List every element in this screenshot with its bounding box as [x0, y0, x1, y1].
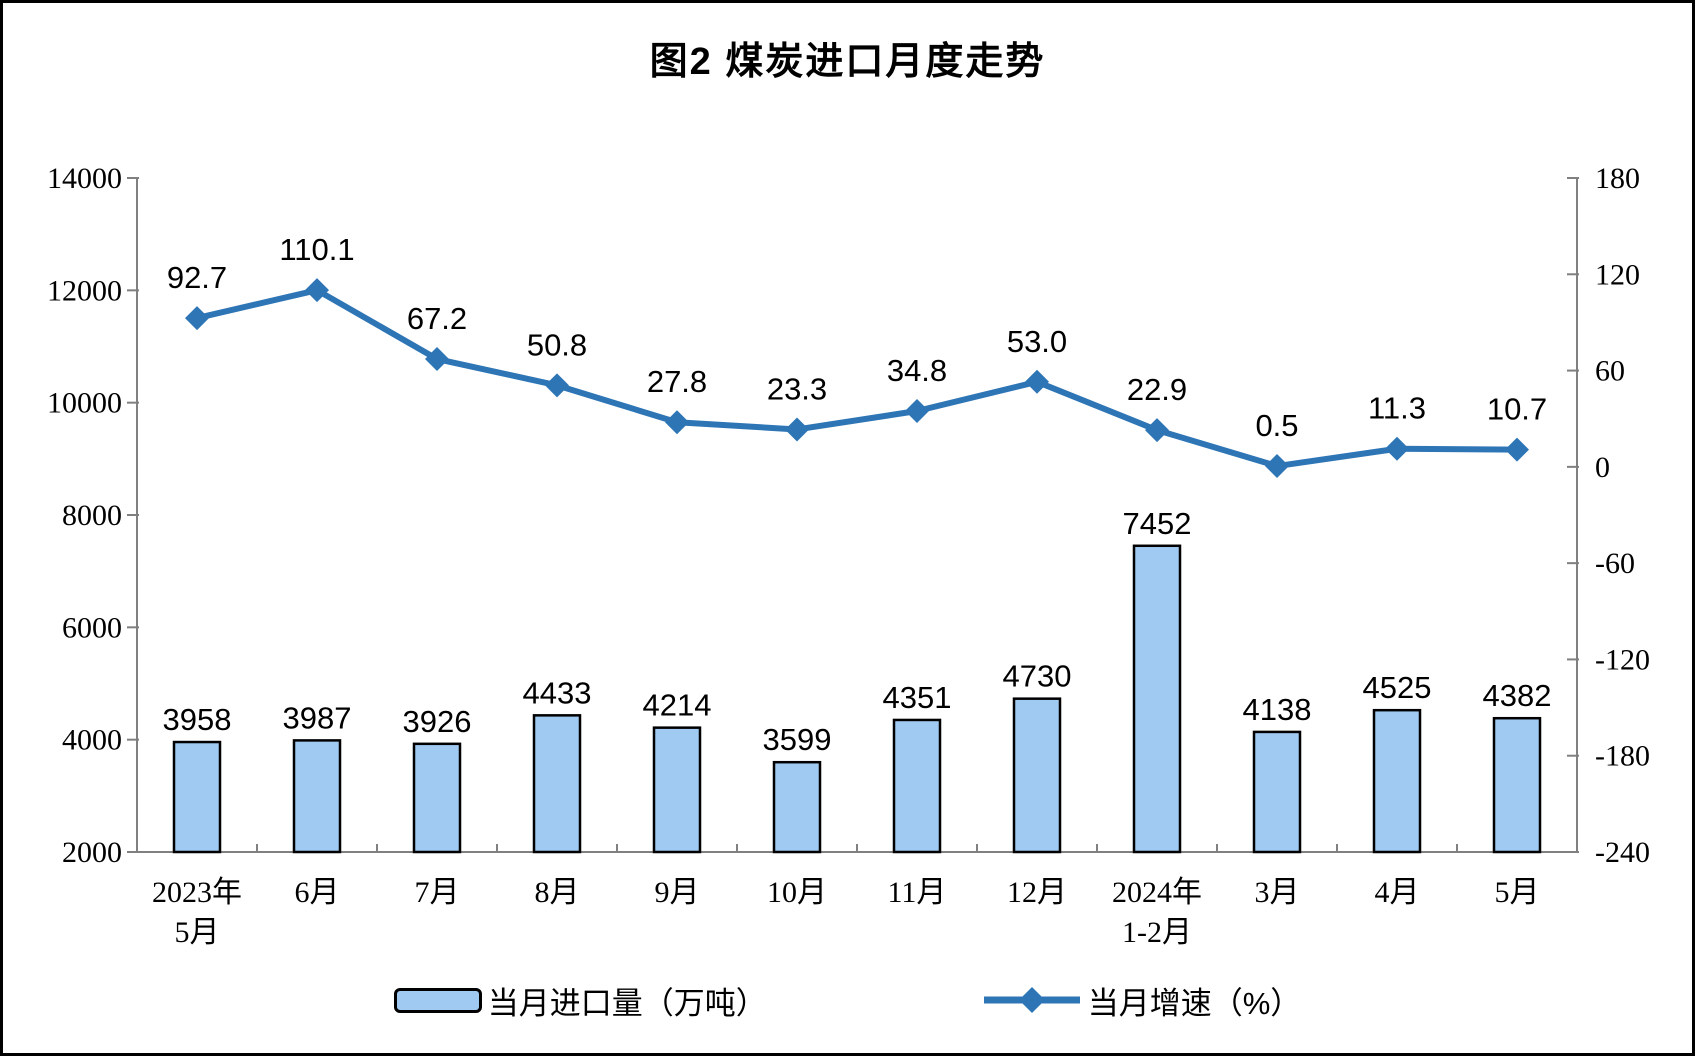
bar-label: 4382 [1483, 678, 1552, 713]
bar [172, 740, 222, 854]
x-category-label: 2024年 [1112, 876, 1202, 909]
x-category-label: 1-2月 [1122, 916, 1192, 949]
x-category-label: 12月 [1007, 876, 1067, 909]
left-axis-tick-label: 10000 [47, 387, 122, 420]
bar-label: 4525 [1363, 670, 1432, 705]
x-category-label: 9月 [655, 876, 700, 909]
left-axis-tick-label: 6000 [62, 611, 122, 644]
legend-item-imports: 当月进口量（万吨） [393, 978, 767, 1023]
bar-label: 4351 [883, 680, 952, 715]
bar [892, 718, 942, 854]
bar-label: 4214 [643, 688, 712, 723]
bar [1132, 544, 1182, 854]
left-axis-tick-label: 2000 [62, 836, 122, 869]
bar-label: 4433 [523, 675, 592, 710]
bar [292, 739, 342, 854]
line-marker-diamond-icon [1145, 418, 1169, 443]
right-axis-tick-label: 60 [1595, 355, 1625, 388]
line-label: 34.8 [887, 353, 947, 388]
x-category-label: 5月 [175, 916, 220, 949]
growth-line [194, 287, 1520, 470]
legend-diamond-icon [1018, 987, 1045, 1013]
bar [1372, 708, 1422, 854]
chart-title: 图2 煤炭进口月度走势 [649, 41, 1046, 83]
x-category-label: 4月 [1375, 876, 1420, 909]
legend-bar-swatch [393, 987, 482, 1013]
x-category-label: 8月 [535, 876, 580, 909]
line-label: 0.5 [1255, 408, 1298, 443]
line-label: 92.7 [167, 260, 227, 295]
line-marker-diamond-icon [1025, 369, 1049, 394]
bar-label: 3926 [403, 704, 472, 739]
bar [772, 760, 822, 854]
x-category-label: 11月 [888, 876, 947, 909]
line-label: 50.8 [527, 327, 587, 362]
right-axis-tick-label: 0 [1595, 451, 1610, 484]
right-axis-tick-label: -60 [1595, 547, 1635, 580]
bar [1012, 697, 1062, 854]
legend-item-growth: 当月增速（%） [982, 978, 1302, 1023]
bar-label: 3987 [283, 700, 352, 735]
right-axis-tick-label: 120 [1595, 258, 1640, 291]
x-category-label: 5月 [1495, 876, 1540, 909]
x-category-label: 6月 [295, 876, 340, 909]
line-marker-diamond-icon [665, 410, 689, 435]
line-label: 23.3 [767, 371, 827, 406]
line-label: 67.2 [407, 301, 467, 336]
left-axis-tick-label: 12000 [47, 274, 122, 307]
legend: 当月进口量（万吨） 当月增速（%） [0, 968, 1695, 1032]
line-label: 10.7 [1487, 392, 1547, 427]
left-axis-tick-label: 8000 [62, 499, 122, 532]
line-marker-diamond-icon [425, 347, 449, 372]
left-axis-tick-label: 14000 [47, 162, 122, 195]
right-axis-tick-label: -120 [1595, 643, 1650, 676]
bar [1252, 730, 1302, 854]
left-axis-tick-label: 4000 [62, 724, 122, 757]
line-marker-diamond-icon [185, 306, 209, 331]
x-category-label: 3月 [1255, 876, 1300, 909]
bar-label: 4138 [1243, 692, 1312, 727]
line-marker-diamond-icon [545, 373, 569, 398]
x-category-label: 7月 [415, 876, 460, 909]
line-label: 11.3 [1368, 391, 1426, 426]
x-category-label: 10月 [767, 876, 827, 909]
line-label: 22.9 [1127, 372, 1187, 407]
line-marker-diamond-icon [1385, 436, 1409, 461]
bar-label: 3599 [763, 722, 832, 757]
line-marker-diamond-icon [305, 278, 329, 303]
bar-label: 3958 [163, 702, 232, 737]
bar-label: 4730 [1003, 659, 1072, 694]
bar [412, 742, 462, 854]
bar [1492, 716, 1542, 854]
right-axis-tick-label: -180 [1595, 740, 1650, 773]
right-axis-tick-label: -240 [1595, 836, 1650, 869]
line-marker-diamond-icon [1505, 437, 1529, 462]
legend-growth-label: 当月增速（%） [1087, 985, 1302, 1021]
legend-imports-label: 当月进口量（万吨） [487, 985, 767, 1021]
bar [532, 714, 582, 854]
bar [652, 726, 702, 854]
right-axis-tick-label: 180 [1595, 162, 1640, 195]
line-marker-diamond-icon [785, 417, 809, 442]
legend-line-swatch [983, 987, 1080, 1013]
line-marker-diamond-icon [905, 399, 929, 424]
line-label: 27.8 [647, 364, 707, 399]
line-marker-diamond-icon [1265, 454, 1289, 479]
line-label: 110.1 [279, 232, 354, 267]
bar-label: 7452 [1123, 506, 1192, 541]
x-category-label: 2023年 [152, 876, 242, 909]
line-label: 53.0 [1007, 324, 1067, 359]
